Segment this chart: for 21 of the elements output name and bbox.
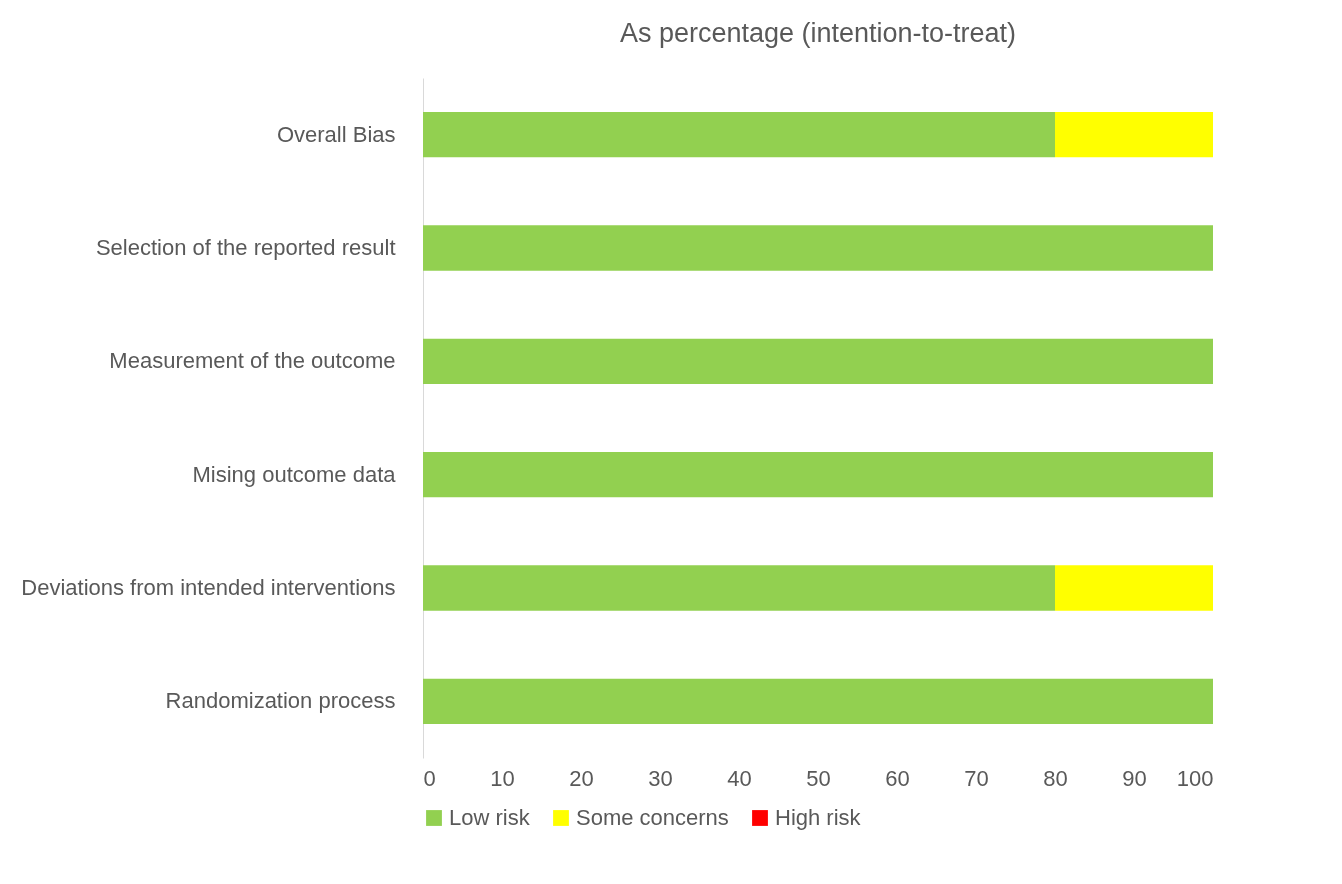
y-tick-label: Deviations from intended interventions [21,575,396,600]
x-tick-label: 60 [885,765,910,791]
y-tick-label: Overall Bias [276,121,396,147]
x-tick-label: 20 [569,765,594,791]
y-tick-label: Randomization process [165,688,396,714]
x-tick-label: 70 [964,765,989,791]
x-tick-label: 10 [490,765,515,791]
x-tick-label: 50 [806,765,831,791]
y-tick-label: Mising outcome data [192,461,397,487]
x-tick-label: 100 [1176,765,1214,791]
y-tick-label: Measurement of the outcome [109,348,396,374]
x-tick-label: 80 [1043,765,1068,791]
x-tick-label: 0 [423,765,436,791]
legend-label: Low risk [449,805,531,830]
legend-label: Some concerns [576,805,729,830]
x-tick-label: 30 [648,765,673,791]
x-tick-label: 40 [727,765,752,791]
x-tick-label: 90 [1122,765,1147,791]
legend-label: High risk [775,805,862,830]
y-tick-label: Selection of the reported result [95,235,396,260]
chart-title: As percentage (intention-to-treat) [619,18,1017,48]
